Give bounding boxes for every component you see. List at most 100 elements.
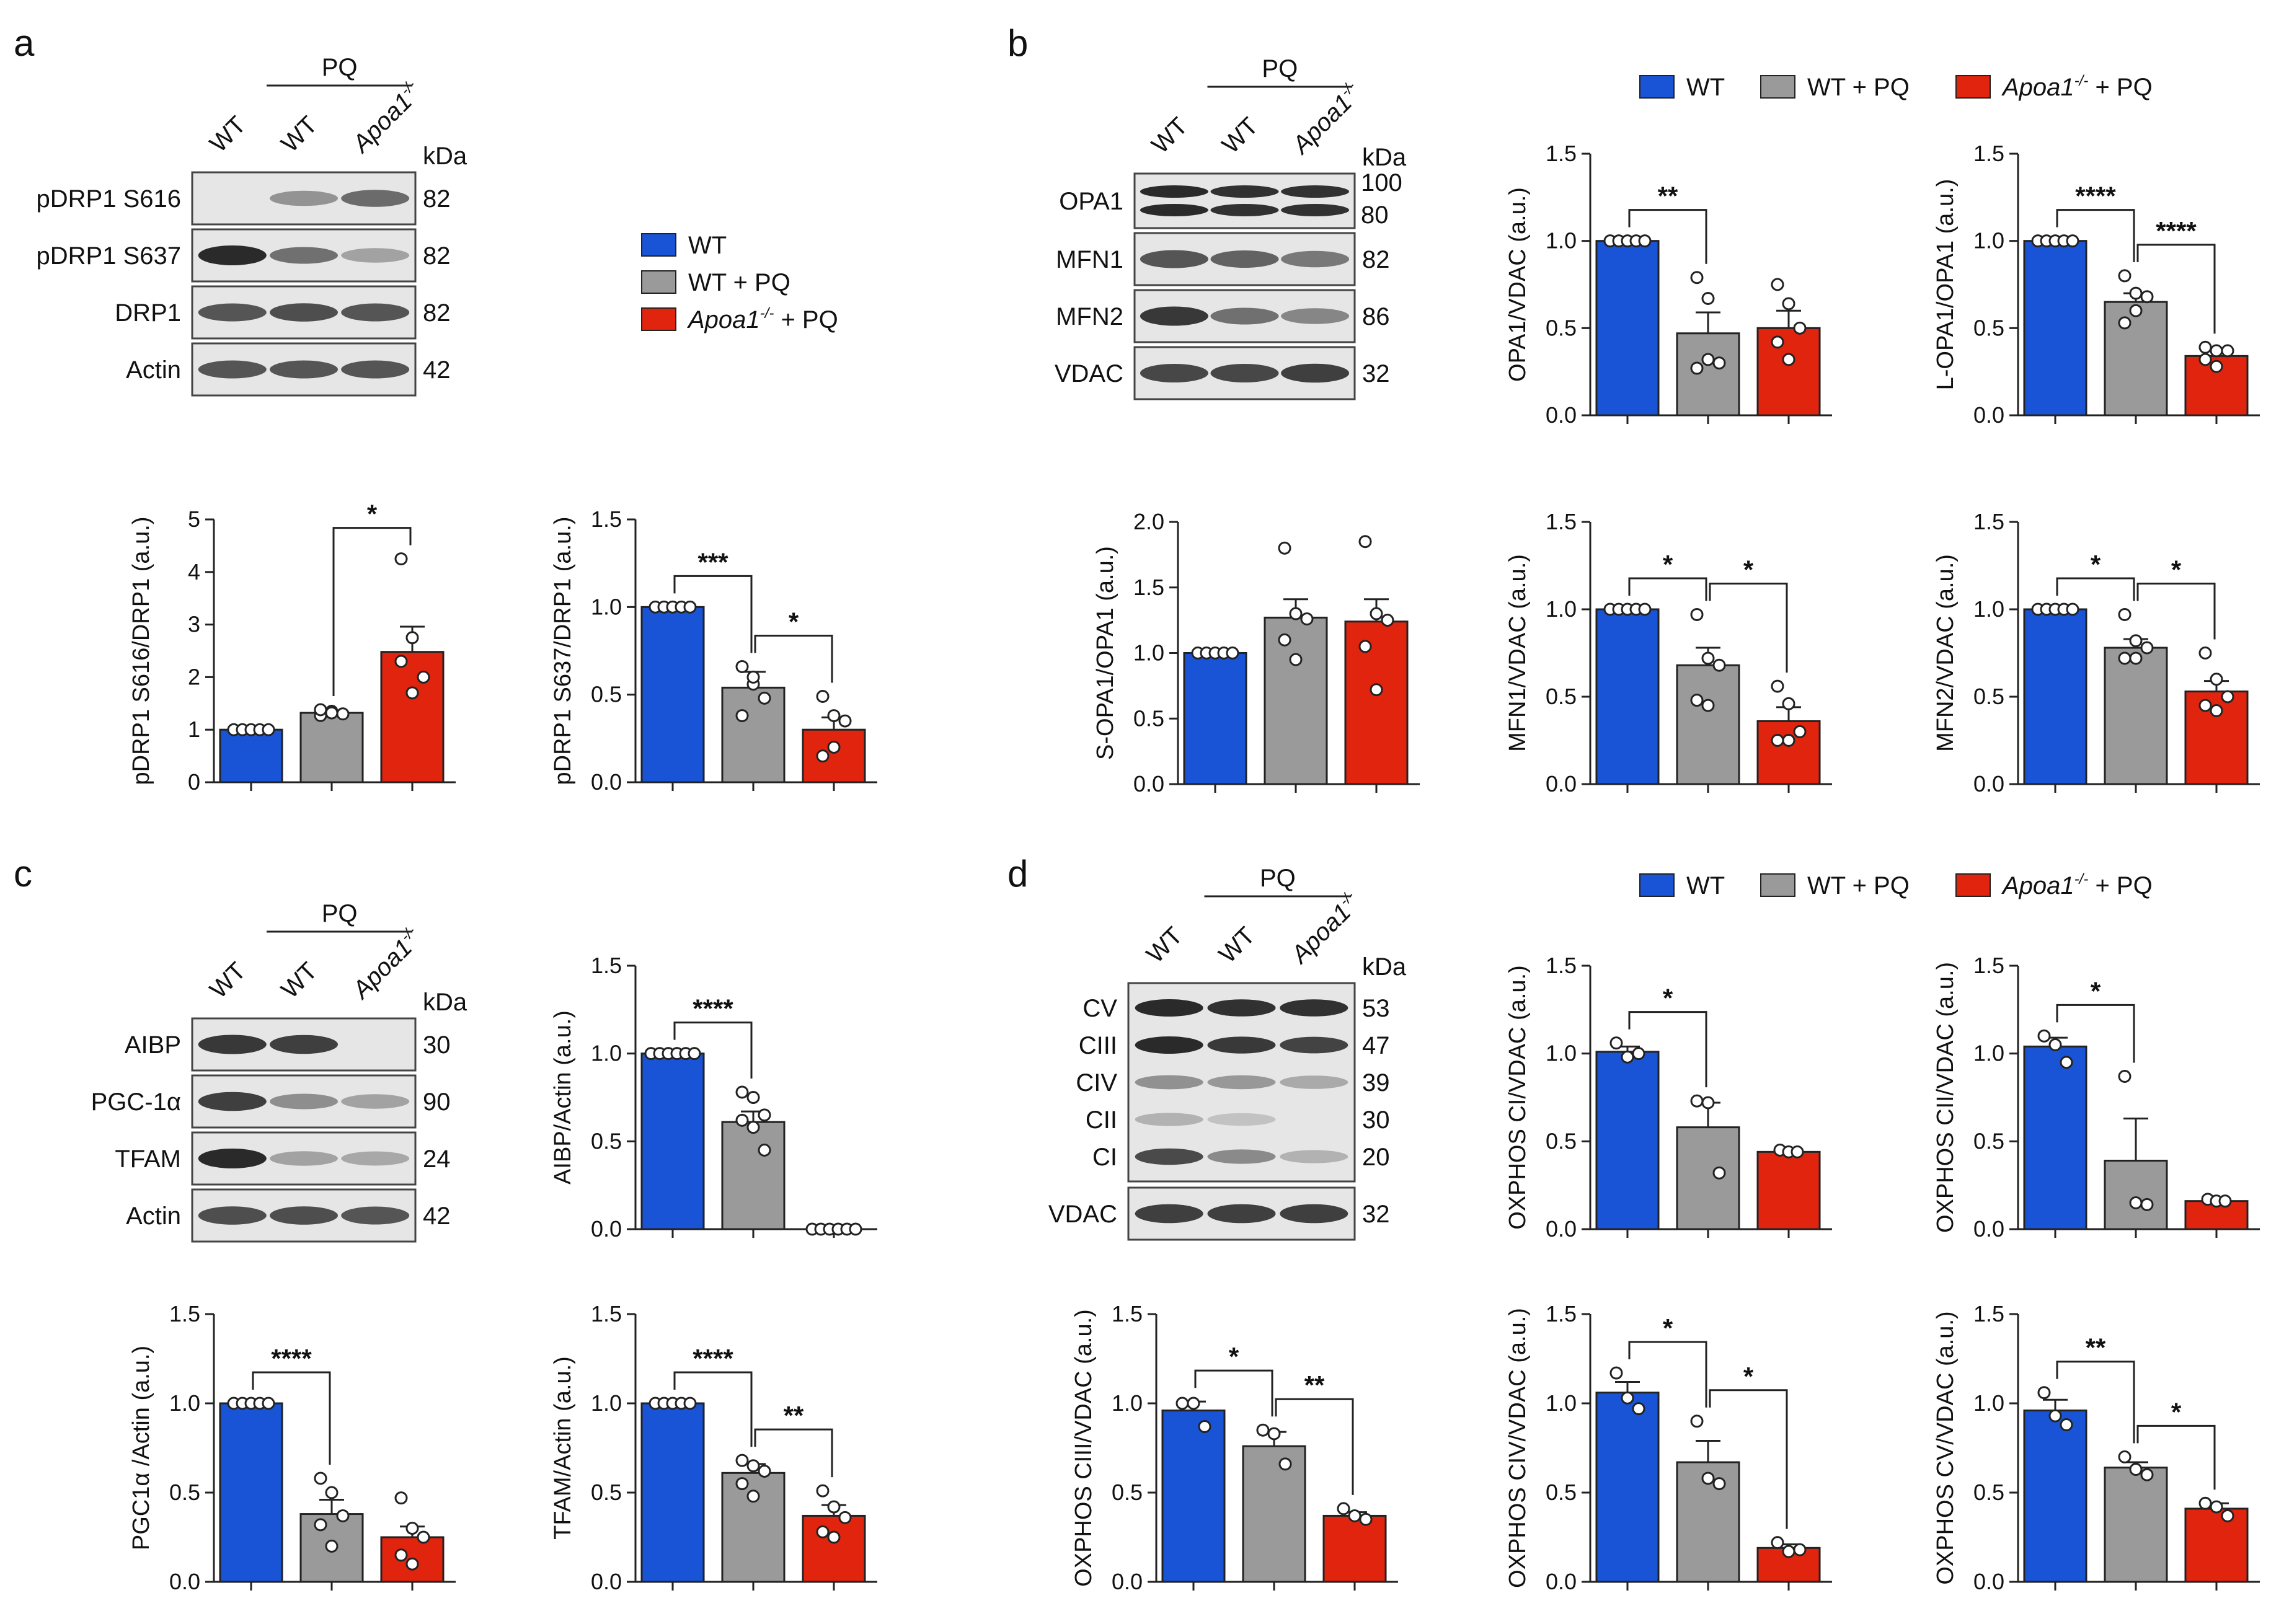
sig-bracket-0: **** xyxy=(673,1344,753,1447)
sig-line-1 xyxy=(2136,244,2216,334)
point-1-2 xyxy=(758,1464,771,1478)
blot-row-1-band-1-0 xyxy=(270,247,338,264)
point-1-3 xyxy=(314,1518,327,1532)
point-0-2 xyxy=(1632,1047,1645,1061)
y-tick-label-1: 0.5 xyxy=(1546,684,1577,709)
point-1-5 xyxy=(758,1144,771,1157)
legend-label-1: WT + PQ xyxy=(688,269,790,296)
bar-0 xyxy=(1183,652,1247,785)
point-2-3 xyxy=(2198,699,2212,712)
point-1-0 xyxy=(2118,607,2132,621)
bar-1 xyxy=(721,686,786,783)
bar-0 xyxy=(219,728,283,783)
y-axis-label: PGC1α /Actin (a.u.) xyxy=(128,1346,154,1550)
legend-swatch-2 xyxy=(1955,75,1991,99)
sig-bracket-0: * xyxy=(1628,984,1707,1088)
point-2-4 xyxy=(1370,683,1383,697)
point-0-1 xyxy=(2048,1038,2062,1051)
point-2-1 xyxy=(1782,1545,1795,1558)
y-tick-label-3: 1.5 xyxy=(1973,953,2004,978)
blot-row-1-band-2-0 xyxy=(1281,250,1350,268)
legend-label-2-suffix: + PQ xyxy=(2088,74,2152,101)
blot-row-kda-3: 42 xyxy=(423,1203,451,1230)
bar-2 xyxy=(802,728,866,783)
point-1-0 xyxy=(2118,1070,2132,1083)
blot-row-0-band-2-0 xyxy=(341,190,410,207)
y-tick-label-1: 0.5 xyxy=(169,1480,200,1505)
point-1-2 xyxy=(2140,641,2154,655)
point-1-0 xyxy=(1690,607,1704,621)
sig-bracket-0: * xyxy=(1628,550,1707,601)
point-2-0 xyxy=(1771,1536,1784,1550)
point-1-2 xyxy=(758,691,771,705)
point-2-1 xyxy=(827,709,841,723)
blot-row-1-band-2-0 xyxy=(341,1094,410,1109)
y-tick-label-0: 0.0 xyxy=(591,1216,622,1242)
bar-0 xyxy=(640,1402,705,1583)
bar-2 xyxy=(1756,720,1821,785)
blot-row-label-2: TFAM xyxy=(115,1145,181,1173)
point-2-1 xyxy=(405,631,419,645)
point-0-1 xyxy=(2048,1409,2062,1423)
point-2-0 xyxy=(394,552,408,566)
bar-1 xyxy=(2104,1467,2168,1583)
point-1-2 xyxy=(1712,1166,1726,1180)
y-axis-label: AIBP/Actin (a.u.) xyxy=(550,1010,576,1185)
y-tick-label-2: 1.0 xyxy=(1546,228,1577,254)
blot-row-0 xyxy=(1133,172,1356,229)
legend-label-2: Apoa1-/- + PQ xyxy=(687,305,838,333)
blot-row-2-band-1-0 xyxy=(270,1151,338,1166)
sig-bracket-1: * xyxy=(1709,555,1788,673)
point-2-0 xyxy=(2198,647,2212,660)
point-2-1 xyxy=(405,1522,419,1535)
oxphos-label-4: CI xyxy=(1092,1144,1117,1171)
blot-row-kda-0: 82 xyxy=(423,185,451,213)
blot-row-3-band-1-0 xyxy=(1210,364,1279,382)
bar-1 xyxy=(2104,1160,2168,1230)
y-tick-label-0: 0 xyxy=(188,769,200,795)
lane-label-1: WT xyxy=(1214,922,1260,968)
point-2-0 xyxy=(1358,535,1372,549)
legend-label-0: WT xyxy=(688,232,727,259)
sig-bracket-1: * xyxy=(754,607,833,683)
sig-line-1 xyxy=(2136,582,2216,640)
blot-row-kda-0: 30 xyxy=(423,1031,451,1059)
point-1-0 xyxy=(314,1472,327,1485)
sig-bracket-0: * xyxy=(1194,1342,1273,1417)
legend-label-2-sup: -/- xyxy=(2074,73,2089,89)
lane-label-2-base: Apoa1 xyxy=(1286,89,1357,159)
point-2-2 xyxy=(838,714,852,728)
sig-label-0: * xyxy=(2091,976,2101,1005)
y-tick-label-1: 0.5 xyxy=(1973,684,2004,709)
blot-row-kda-0: 32 xyxy=(1362,1201,1390,1228)
point-0-1 xyxy=(1187,1397,1200,1410)
point-0-0 xyxy=(1609,1366,1623,1380)
oxphos-band-3-0 xyxy=(1135,1113,1203,1126)
y-axis-label: MFN2/VDAC (a.u.) xyxy=(1932,554,1959,752)
bar-1 xyxy=(2104,301,2168,417)
kda-label: kDa xyxy=(1362,953,1407,981)
blot-row-3-band-0-0 xyxy=(198,360,267,379)
y-tick-label-0: 0.0 xyxy=(1973,771,2004,797)
legend-label-0: WT xyxy=(1686,74,1725,101)
y-tick-label-3: 1.5 xyxy=(591,1301,622,1326)
y-axis-label: OXPHOS CI/VDAC (a.u.) xyxy=(1505,965,1531,1230)
legend-swatch-0 xyxy=(1639,873,1675,897)
point-0-2 xyxy=(2060,1418,2073,1432)
point-2-4 xyxy=(827,1530,841,1544)
y-tick-label-0: 0.0 xyxy=(1112,1569,1143,1594)
point-0-0 xyxy=(1609,1036,1623,1050)
point-2-2 xyxy=(1791,1145,1804,1158)
blot-c: WT WT Apoa1-/-PQ kDa AIBP 30 PGC-1α 90 TFAM 24 Act… xyxy=(91,900,467,1243)
sig-line-0 xyxy=(1628,577,1707,601)
y-tick-label-3: 1.5 xyxy=(1546,953,1577,978)
blot-row-label-0: VDAC xyxy=(1048,1201,1117,1228)
point-0-0 xyxy=(1175,1397,1189,1410)
chart-c_pgc: 0.0 0.5 1.0 1.5 PGC1α /Actin (a.u.) **** xyxy=(128,1301,456,1594)
oxphos-band-0-2 xyxy=(1280,999,1348,1017)
legend-swatch-1 xyxy=(1760,75,1795,99)
y-tick-label-4: 2.0 xyxy=(1133,509,1164,534)
point-1-2 xyxy=(1278,1457,1292,1471)
y-tick-label-3: 1.5 xyxy=(1112,1301,1143,1326)
point-0-1 xyxy=(1621,1391,1634,1405)
